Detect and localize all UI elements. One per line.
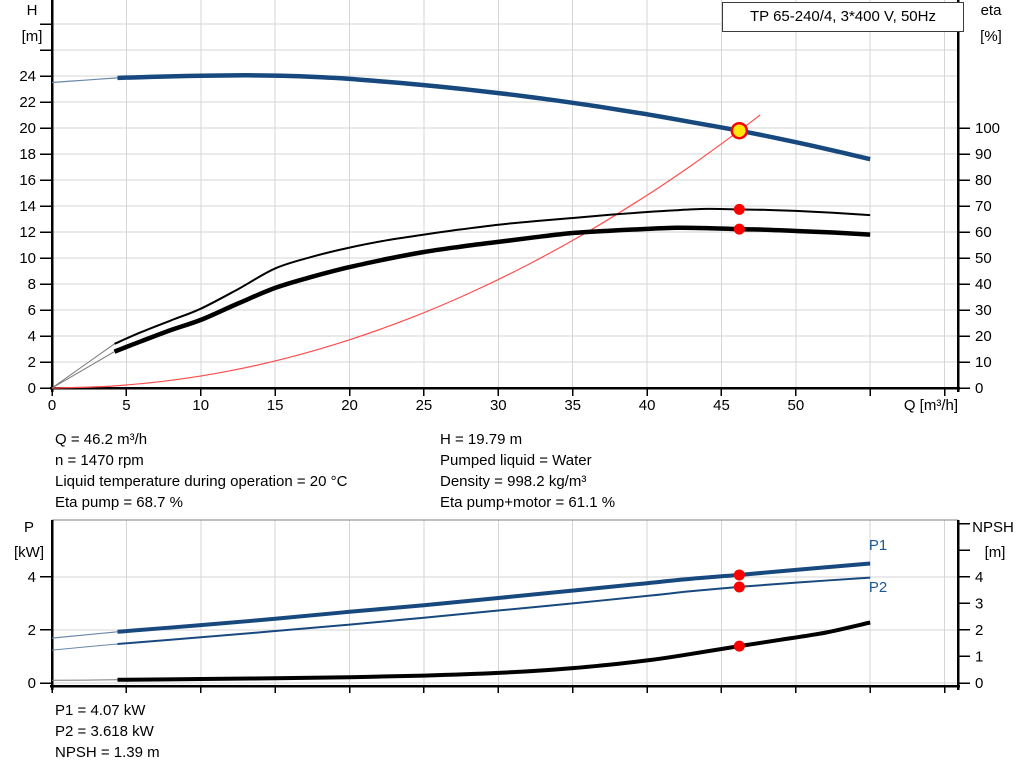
q-tick-label: 20 [341,397,358,414]
info-line-q: Q = 46.2 m³/h [55,431,148,448]
npsh-tick-label: 2 [975,622,983,639]
h-tick-label: 6 [28,302,36,319]
q-tick-label: 25 [416,397,433,414]
h-tick-label: 14 [19,198,36,215]
info-line-h: H = 19.79 m [440,431,523,448]
npsh-axis-unit: [m] [984,544,1006,561]
p-tick-label: 2 [28,622,36,639]
eta-pump-motor-curve [113,225,871,354]
q-tick-label: 10 [192,397,209,414]
info-line-n: n = 1470 rpm [55,452,144,469]
p1-point [733,569,745,581]
eta-pump-curve-leadin [51,343,115,389]
p2-point [733,581,745,593]
h-tick-label: 16 [19,172,36,189]
info-line-eta: Eta pump = 68.7 % [55,494,183,511]
npsh-tick-label: 4 [975,569,983,586]
duty-info-left: Q = 46.2 m³/h n = 1470 rpm Liquid temper… [55,429,347,513]
info-line-temp: Liquid temperature during operation = 20… [55,473,348,490]
p1-series-label: P1 [868,537,888,554]
h-tick-label: 0 [28,380,36,397]
h-tick-label: 18 [19,146,36,163]
info-line-liquid: Pumped liquid = Water [440,452,592,469]
p2-series-label: P2 [868,579,888,596]
p1-curve-leadin [51,631,118,639]
q-axis-label: Q [m³/h] [903,397,958,414]
info-line-density: Density = 998.2 kg/m³ [440,473,587,490]
eta-tick-label: 0 [975,380,983,397]
npsh-tick-label: 1 [975,648,983,665]
system-curve [51,114,761,389]
eta-tick-label: 30 [975,302,992,319]
eta-pump-point [733,203,745,215]
info-line-p2: P2 = 3.618 kW [55,723,154,740]
p2-curve [117,576,871,645]
h-tick-label: 22 [19,94,36,111]
eta-tick-label: 20 [975,328,992,345]
q-tick-label: 40 [639,397,656,414]
npsh-tick-label: 0 [975,675,983,692]
eta-pump-motor-point [733,223,745,235]
p-axis-label: P [23,519,34,536]
h-tick-label: 24 [19,68,36,85]
q-tick-label: 50 [788,397,805,414]
npsh-curve [117,620,871,682]
duty-point-marker [730,121,749,140]
pump-title-box: TP 65-240/4, 3*400 V, 50Hz [722,2,964,32]
h-tick-label: 20 [19,120,36,137]
eta-pump-motor-curve-leadin [51,351,115,389]
q-tick-label: 45 [713,397,730,414]
p-axis-unit: [kW] [14,544,44,561]
eta-tick-label: 80 [975,172,992,189]
q-tick-label: 0 [48,397,56,414]
info-line-npsh: NPSH = 1.39 m [55,744,160,761]
p-tick-label: 0 [28,675,36,692]
h-axis-label: H [26,2,38,19]
eta-tick-label: 40 [975,276,992,293]
h-tick-label: 8 [28,276,36,293]
info-line-p1: P1 = 4.07 kW [55,702,146,719]
h-axis-unit: [m] [21,28,43,45]
npsh-axis-label: NPSH [972,519,1014,536]
h-tick-label: 2 [28,354,36,371]
q-tick-label: 35 [564,397,581,414]
info-line-eta-motor: Eta pump+motor = 61.1 % [440,494,616,511]
q-tick-label: 15 [267,397,284,414]
eta-tick-label: 60 [975,224,992,241]
npsh-curve-leadin [51,679,118,681]
duty-info-right: H = 19.79 m Pumped liquid = Water Densit… [440,429,615,513]
eta-axis-label: eta [980,2,1002,19]
p1-curve [117,561,871,634]
eta-axis-unit: [%] [980,28,1002,45]
h-tick-label: 10 [19,250,36,267]
npsh-tick-label: 3 [975,595,983,612]
eta-tick-label: 90 [975,146,992,163]
eta-tick-label: 100 [975,120,1000,137]
q-tick-label: 5 [122,397,130,414]
h-tick-label: 4 [28,328,36,345]
power-info: P1 = 4.07 kW P2 = 3.618 kW NPSH = 1.39 m [55,700,160,763]
p2-curve-leadin [51,643,118,651]
head-curve-leadin [51,77,118,84]
p-tick-label: 4 [28,569,36,586]
h-tick-label: 12 [19,224,36,241]
npsh-point [733,640,745,652]
eta-tick-label: 10 [975,354,992,371]
eta-pump-curve [114,207,871,345]
eta-tick-label: 50 [975,250,992,267]
q-tick-label: 30 [490,397,507,414]
eta-tick-label: 70 [975,198,992,215]
